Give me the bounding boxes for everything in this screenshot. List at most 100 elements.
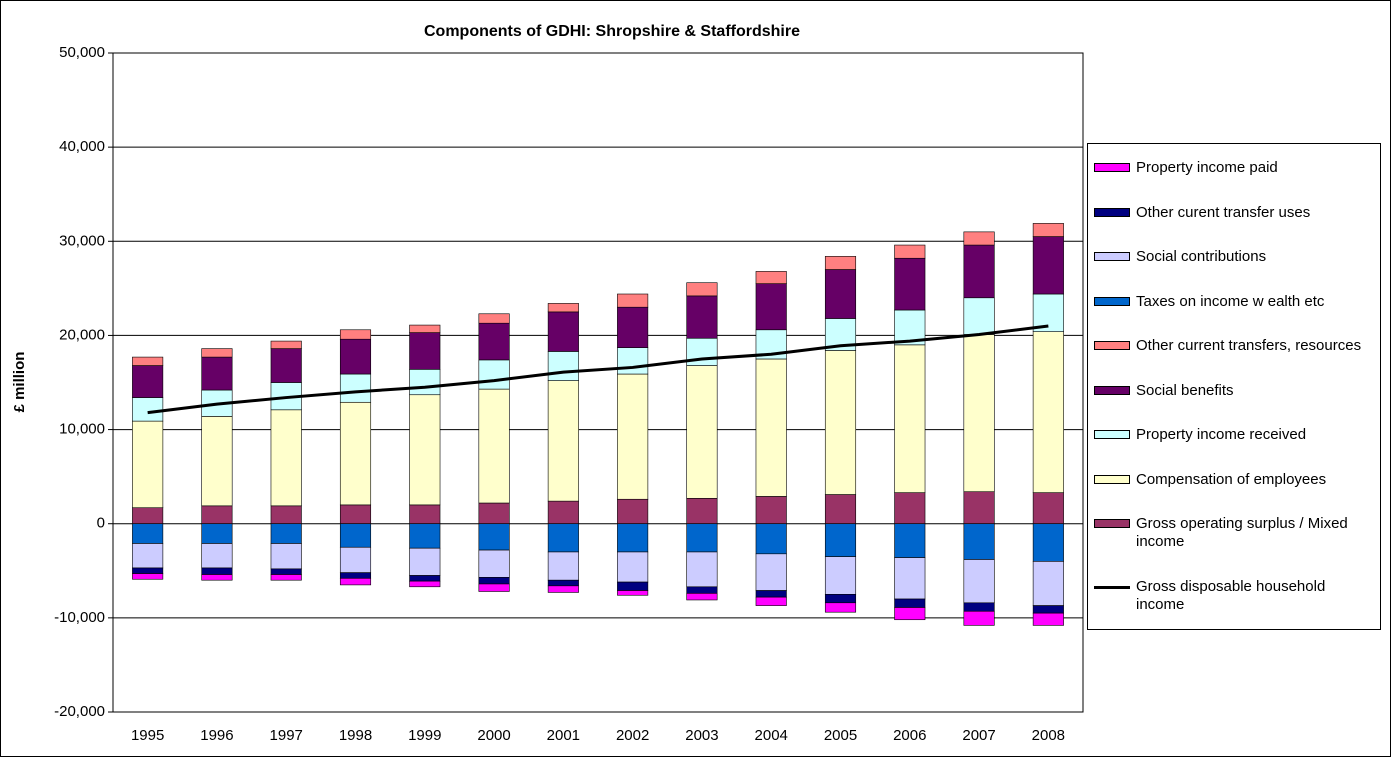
bar-segment — [270, 505, 302, 525]
legend-item: Gross disposable household income — [1094, 578, 1374, 614]
x-tick-label: 1995 — [131, 727, 164, 744]
bar-segment — [201, 505, 233, 525]
bar-segment — [894, 344, 926, 493]
legend-label: Compensation of employees — [1136, 470, 1327, 488]
bar-segment — [409, 332, 441, 370]
legend-item: Property income paid — [1094, 159, 1374, 177]
bar-segment — [547, 311, 579, 352]
bar-segment — [617, 347, 649, 375]
bar-segment — [339, 401, 372, 506]
y-tick-label: 20,000 — [59, 326, 105, 343]
legend-swatch — [1094, 385, 1130, 395]
bar-segment — [755, 590, 787, 598]
bar-segment — [894, 523, 926, 558]
legend-item: Compensation of employees — [1094, 471, 1374, 489]
legend-swatch — [1094, 296, 1130, 306]
bar-segment — [963, 334, 995, 493]
bar-segment — [478, 502, 510, 525]
x-tick-label: 2002 — [616, 727, 649, 744]
x-tick-label: 2006 — [893, 727, 926, 744]
bar-segment — [409, 504, 441, 525]
y-tick-label: 10,000 — [59, 421, 105, 438]
bar-segment — [547, 523, 579, 553]
x-tick-label: 2003 — [685, 727, 718, 744]
y-tick-label: -20,000 — [54, 703, 105, 720]
bar-segment — [824, 594, 857, 604]
bar-segment — [478, 549, 510, 578]
bar-segment — [963, 559, 995, 604]
x-tick-label: 1997 — [270, 727, 303, 744]
legend-label: Social benefits — [1136, 381, 1234, 399]
legend-swatch — [1094, 252, 1130, 262]
legend-item: Other curent transfer uses — [1094, 204, 1374, 222]
y-tick-label: 40,000 — [59, 138, 105, 155]
legend-label: Gross operating surplus / Mixed income — [1136, 515, 1348, 551]
bar-segment — [894, 244, 926, 259]
bar-segment — [409, 324, 441, 333]
legend-swatch — [1094, 341, 1130, 351]
x-tick-label: 2000 — [477, 727, 510, 744]
bar-segment — [686, 593, 718, 601]
legend: Property income paid Other curent transfe… — [1087, 143, 1381, 630]
bar-segment — [270, 340, 302, 349]
bar-segment — [617, 551, 649, 583]
bar-segment — [755, 553, 787, 591]
bar-segment — [1032, 561, 1064, 606]
bar-segment — [963, 491, 995, 525]
bar-segment — [1032, 523, 1064, 562]
bar-segment — [894, 557, 926, 600]
bar-segment — [339, 546, 372, 573]
bar-segment — [617, 581, 649, 591]
bar-segment — [963, 297, 995, 335]
bar-segment — [478, 583, 510, 592]
bar-segment — [478, 359, 510, 390]
legend-label: Other current transfers, resources — [1136, 337, 1362, 355]
bar-segment — [963, 244, 995, 299]
bar-segment — [755, 271, 787, 284]
bar-segment — [1032, 331, 1064, 493]
legend-label: Other curent transfer uses — [1136, 203, 1311, 221]
bar-segment — [894, 257, 926, 311]
bar-segment — [755, 358, 787, 497]
bar-segment — [824, 494, 857, 525]
x-tick-label: 1999 — [408, 727, 441, 744]
x-tick-label: 2001 — [547, 727, 580, 744]
bar-segment — [1032, 612, 1064, 626]
x-tick-label: 2007 — [962, 727, 995, 744]
x-tick-label: 2005 — [824, 727, 857, 744]
bar-segment — [547, 551, 579, 581]
bar-segment — [270, 523, 302, 544]
y-tick-label: 50,000 — [59, 44, 105, 61]
x-tick-label: 1996 — [200, 727, 233, 744]
bar-segment — [617, 523, 649, 553]
bar-segment — [132, 356, 164, 366]
x-tick-label: 2008 — [1032, 727, 1065, 744]
bar-segment — [409, 580, 441, 588]
legend-item: Social contributions — [1094, 248, 1374, 266]
bar-segment — [270, 348, 302, 383]
legend-item: Gross operating surplus / Mixed income — [1094, 515, 1374, 551]
bar-segment — [963, 602, 995, 612]
bar-segment — [339, 578, 372, 586]
bar-segment — [339, 572, 372, 579]
bar-segment — [339, 523, 372, 548]
y-tick-label: -10,000 — [54, 609, 105, 626]
bar-segment — [894, 607, 926, 621]
bar-segment — [132, 397, 164, 422]
legend-label: Gross disposable household income — [1136, 577, 1326, 613]
bar-segment — [686, 586, 718, 594]
legend-item: Taxes on income w ealth etc — [1094, 293, 1374, 311]
bar-segment — [409, 369, 441, 396]
bar-segment — [409, 575, 441, 582]
bar-segment — [547, 351, 579, 381]
line-series — [147, 324, 1049, 415]
bar-segment — [270, 543, 302, 570]
bar-segment — [1032, 605, 1064, 614]
legend-item: Property income received — [1094, 426, 1374, 444]
bar-segment — [824, 523, 857, 557]
bar-segment — [686, 523, 718, 553]
bar-segment — [132, 543, 164, 569]
bar-segment — [617, 373, 649, 500]
bar-segment — [478, 313, 510, 324]
bar-segment — [201, 523, 233, 544]
